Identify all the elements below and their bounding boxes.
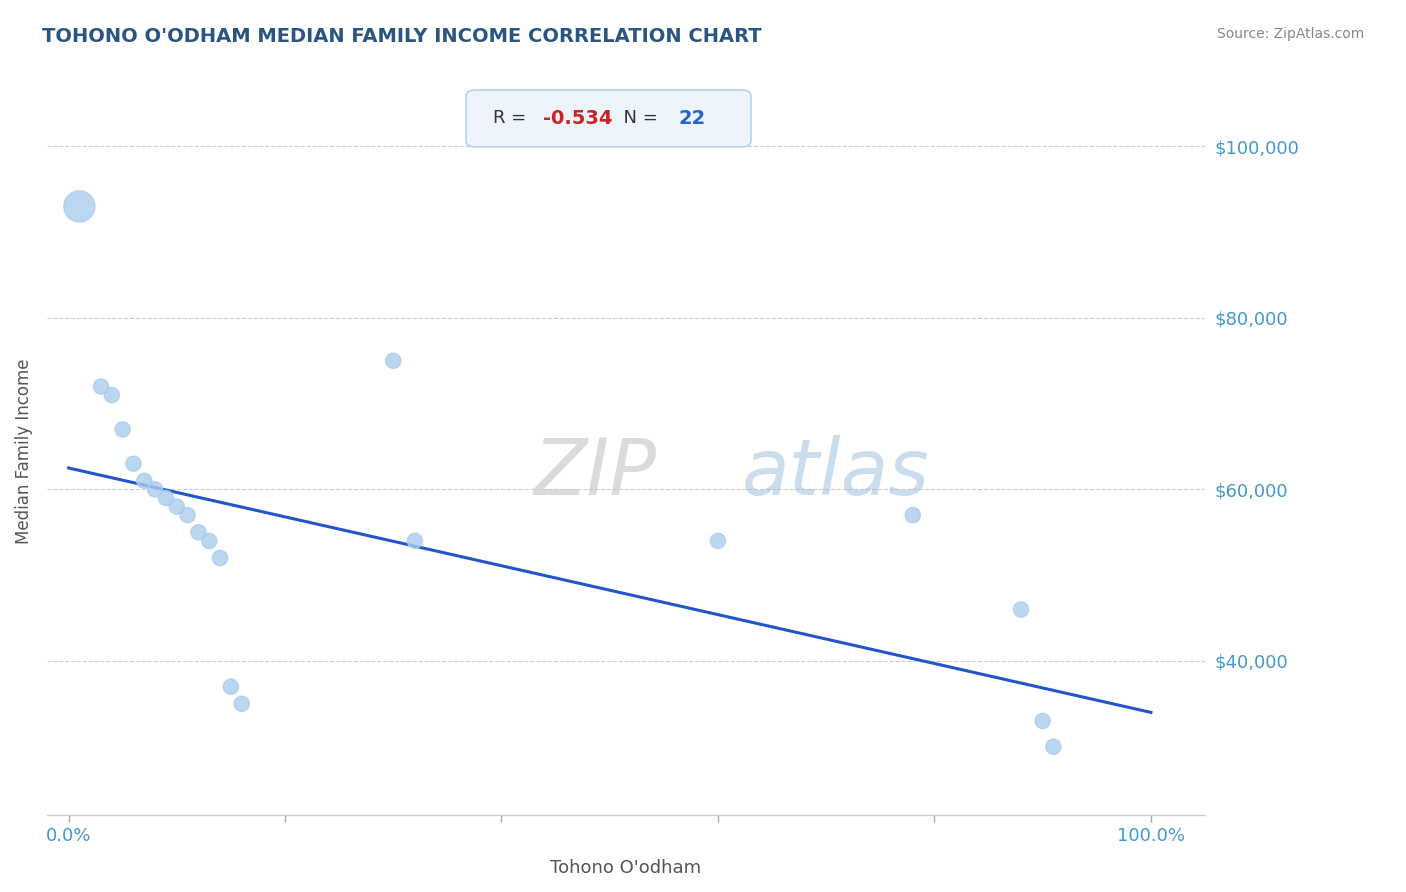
Point	[209, 551, 232, 566]
Point	[176, 508, 198, 523]
Text: atlas: atlas	[742, 434, 929, 511]
X-axis label: Tohono O'odham: Tohono O'odham	[550, 859, 702, 877]
Point	[101, 388, 124, 402]
Point	[143, 483, 166, 497]
Text: TOHONO O'ODHAM MEDIAN FAMILY INCOME CORRELATION CHART: TOHONO O'ODHAM MEDIAN FAMILY INCOME CORR…	[42, 27, 762, 45]
Point	[219, 680, 242, 694]
Point	[67, 199, 90, 213]
Point	[231, 697, 253, 711]
Text: 22: 22	[678, 109, 706, 128]
Point	[187, 525, 209, 540]
Y-axis label: Median Family Income: Median Family Income	[15, 358, 32, 543]
FancyBboxPatch shape	[467, 90, 751, 147]
Point	[901, 508, 924, 523]
Text: ZIP: ZIP	[533, 434, 657, 511]
Point	[122, 457, 145, 471]
Point	[1042, 739, 1064, 754]
Point	[90, 379, 112, 393]
Text: R =: R =	[492, 110, 531, 128]
Text: Source: ZipAtlas.com: Source: ZipAtlas.com	[1216, 27, 1364, 41]
Point	[155, 491, 177, 505]
Point	[198, 533, 221, 548]
Point	[166, 500, 188, 514]
Point	[382, 353, 405, 368]
Point	[707, 533, 730, 548]
Point	[111, 422, 134, 436]
Text: -0.534: -0.534	[543, 109, 612, 128]
Point	[1010, 602, 1032, 616]
Point	[134, 474, 156, 488]
Point	[404, 533, 426, 548]
Point	[1032, 714, 1054, 728]
Text: N =: N =	[612, 110, 664, 128]
